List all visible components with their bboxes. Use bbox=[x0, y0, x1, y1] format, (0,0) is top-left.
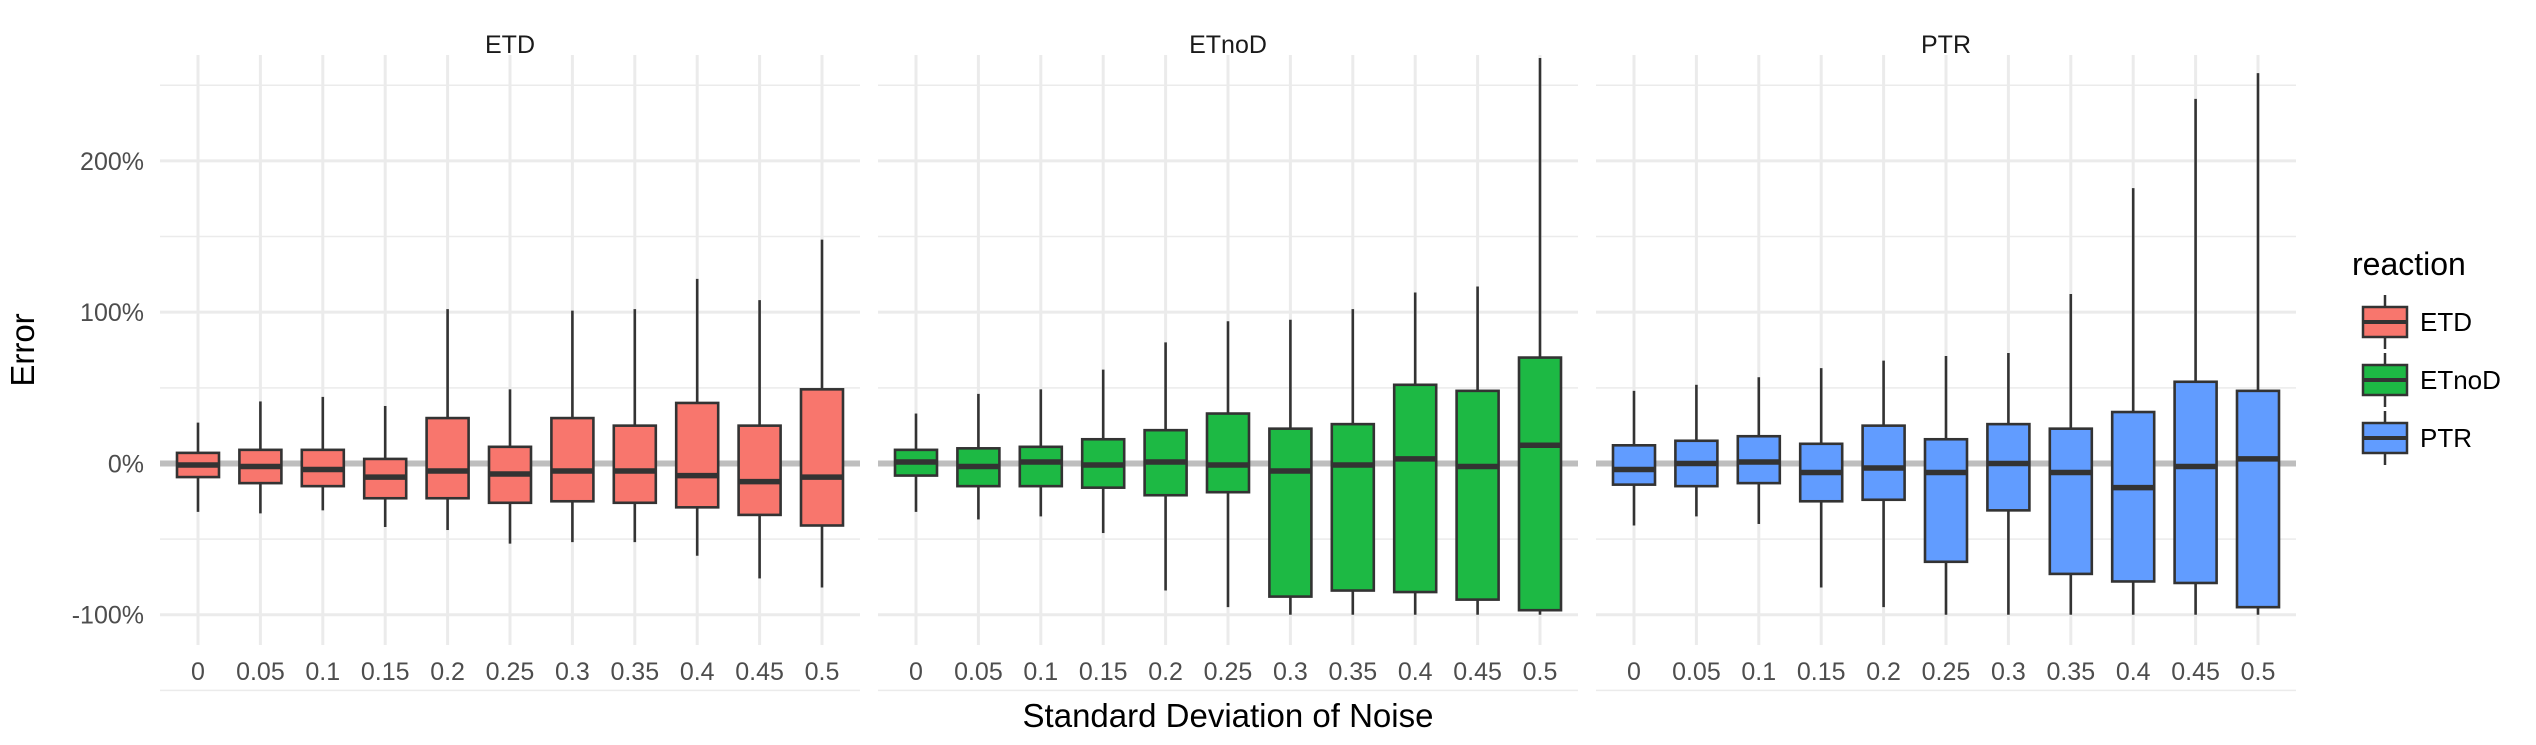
x-tick-label: 0.2 bbox=[1866, 658, 1901, 686]
x-tick-label: 0.25 bbox=[486, 658, 535, 686]
x-tick-label: 0.15 bbox=[1797, 658, 1846, 686]
box-etd-7 bbox=[612, 424, 658, 505]
box-ptr-10 bbox=[2235, 389, 2281, 609]
x-tick-label: 0.4 bbox=[680, 658, 715, 686]
legend-label-ptr: PTR bbox=[2420, 423, 2472, 453]
x-tick-label: 0.15 bbox=[361, 658, 410, 686]
box-etd-9 bbox=[737, 424, 782, 517]
x-tick-label: 0.45 bbox=[1453, 658, 1502, 686]
box-ptr-0 bbox=[1611, 444, 1657, 486]
x-tick-label: 0.05 bbox=[954, 658, 1003, 686]
y-tick-label: 100% bbox=[80, 299, 144, 327]
x-tick-label: 0.15 bbox=[1079, 658, 1128, 686]
box-etnod-5 bbox=[1205, 412, 1251, 494]
legend-label-etnod: ETnoD bbox=[2420, 365, 2501, 395]
x-tick-label: 0.35 bbox=[2046, 658, 2095, 686]
box-etnod-7 bbox=[1330, 422, 1376, 592]
x-tick-label: 0 bbox=[1627, 658, 1641, 686]
legend-label-etd: ETD bbox=[2420, 307, 2472, 337]
x-axis-title: Standard Deviation of Noise bbox=[1023, 697, 1434, 734]
box-ptr-8 bbox=[2110, 410, 2156, 583]
box-etnod-10 bbox=[1517, 356, 1563, 612]
box-etd-10 bbox=[799, 388, 845, 527]
legend-title: reaction bbox=[2352, 246, 2466, 282]
panel-title-etd: ETD bbox=[485, 31, 535, 59]
x-tick-label: 0.35 bbox=[1328, 658, 1377, 686]
x-tick-label: 0.1 bbox=[1023, 658, 1058, 686]
box-ptr-7 bbox=[2048, 427, 2094, 576]
box-ptr-9 bbox=[2173, 380, 2218, 585]
box-etnod-6 bbox=[1268, 427, 1313, 598]
y-tick-label: 0% bbox=[108, 450, 144, 478]
x-tick-label: 0.1 bbox=[305, 658, 340, 686]
box-etd-4 bbox=[425, 416, 470, 500]
x-tick-label: 0.35 bbox=[610, 658, 659, 686]
box-etnod-9 bbox=[1455, 389, 1500, 601]
x-tick-label: 0.5 bbox=[2241, 658, 2276, 686]
x-tick-label: 0.5 bbox=[1523, 658, 1558, 686]
x-tick-label: 0.05 bbox=[236, 658, 285, 686]
box-ptr-6 bbox=[1986, 422, 2031, 512]
box-ptr-4 bbox=[1861, 424, 1906, 502]
x-tick-label: 0.2 bbox=[430, 658, 465, 686]
x-tick-label: 0.1 bbox=[1741, 658, 1776, 686]
x-tick-label: 0 bbox=[191, 658, 205, 686]
box-ptr-5 bbox=[1923, 437, 1969, 564]
x-tick-label: 0.2 bbox=[1148, 658, 1183, 686]
box-etd-8 bbox=[674, 401, 720, 509]
x-tick-label: 0.3 bbox=[1273, 658, 1308, 686]
x-tick-label: 0.25 bbox=[1204, 658, 1253, 686]
x-tick-label: 0.05 bbox=[1672, 658, 1721, 686]
box-etd-6 bbox=[550, 416, 595, 503]
x-tick-label: 0.45 bbox=[2171, 658, 2220, 686]
box-etnod-8 bbox=[1392, 383, 1438, 594]
y-axis-title: Error bbox=[4, 313, 41, 386]
x-tick-label: 0.3 bbox=[1991, 658, 2026, 686]
y-tick-label: 200% bbox=[80, 148, 144, 176]
panel-title-ptr: PTR bbox=[1921, 31, 1971, 59]
x-tick-label: 0.3 bbox=[555, 658, 590, 686]
x-tick-label: 0 bbox=[909, 658, 923, 686]
box-etnod-2 bbox=[1018, 445, 1064, 488]
x-tick-label: 0.45 bbox=[735, 658, 784, 686]
y-tick-label: -100% bbox=[72, 602, 144, 630]
x-tick-label: 0.4 bbox=[1398, 658, 1433, 686]
x-tick-label: 0.25 bbox=[1922, 658, 1971, 686]
x-tick-label: 0.5 bbox=[805, 658, 840, 686]
panel-title-etnod: ETnoD bbox=[1189, 31, 1267, 59]
x-tick-label: 0.4 bbox=[2116, 658, 2151, 686]
